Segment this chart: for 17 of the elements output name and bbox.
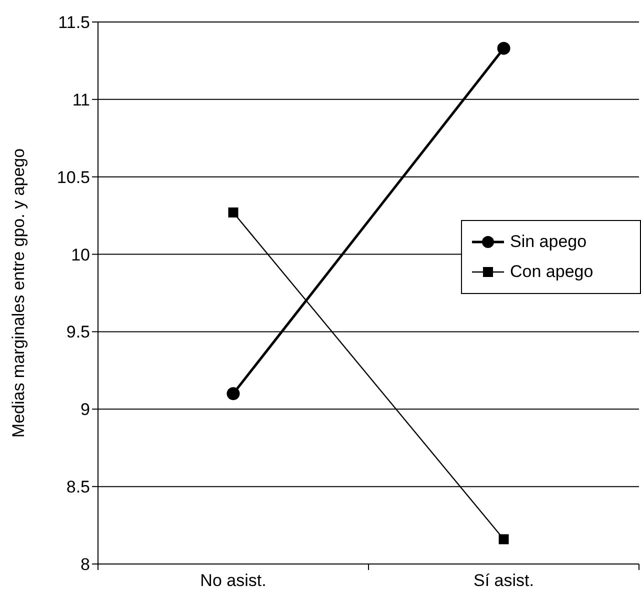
y-tick-label: 11.5 — [58, 13, 90, 32]
y-tick-label: 8 — [80, 555, 90, 574]
y-tick-label: 10 — [71, 245, 90, 264]
y-tick-label: 9 — [80, 400, 90, 420]
y-tick-label: 10.5 — [56, 168, 90, 187]
x-tick-label: No asist. — [200, 571, 266, 590]
point — [497, 42, 510, 55]
y-tick-label: 8.5 — [66, 478, 90, 497]
point — [228, 207, 238, 218]
y-tick-label: 11 — [72, 90, 90, 110]
legend-label: Sin apego — [510, 232, 587, 252]
legend-label: Con apego — [510, 262, 594, 282]
y-axis-title: Medias marginales entre gpo. y apego — [9, 148, 28, 438]
point — [498, 534, 509, 544]
point — [226, 387, 240, 400]
y-tick-label: 9.5 — [66, 322, 90, 342]
x-tick-label: Sí asist. — [474, 571, 534, 590]
